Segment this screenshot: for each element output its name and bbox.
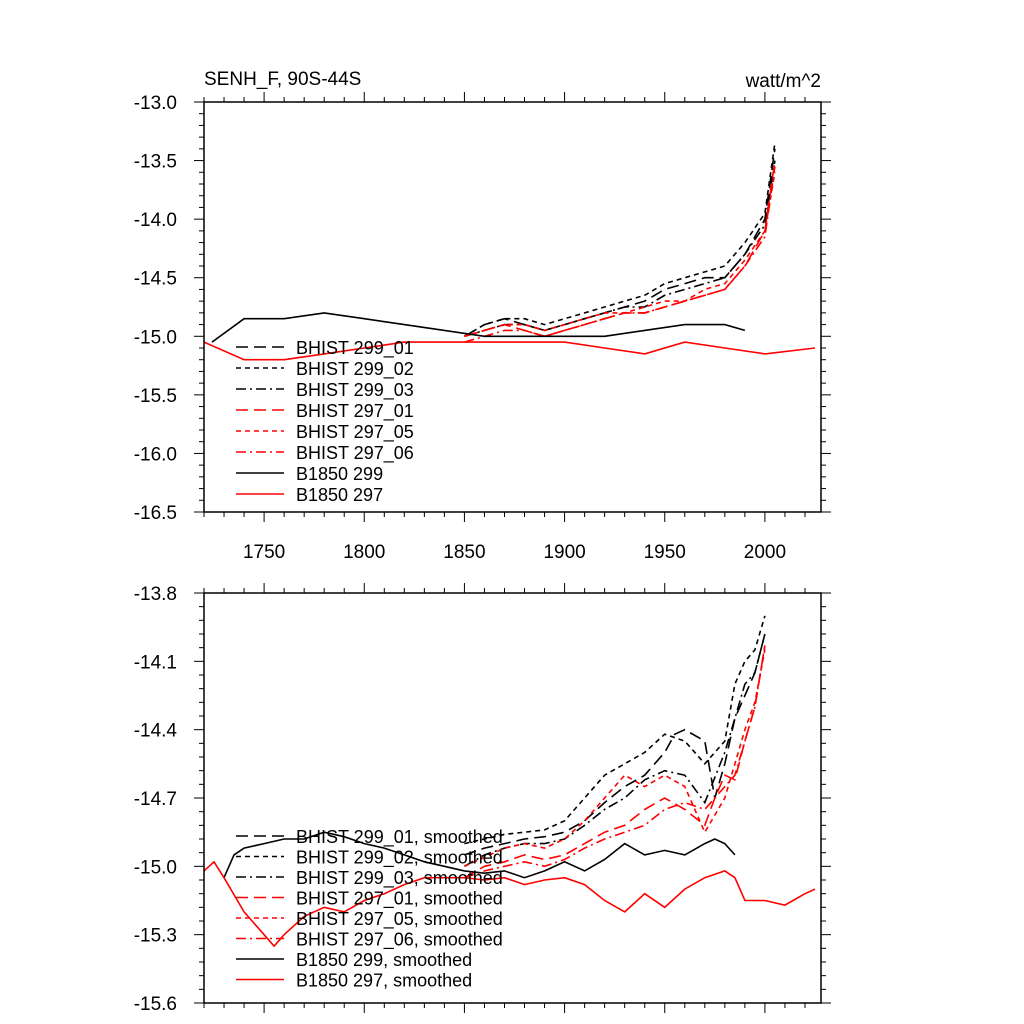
series-line	[204, 341, 816, 361]
legend-label: BHIST 297_06, smoothed	[296, 930, 503, 951]
y-tick-label: -15.5	[134, 386, 177, 407]
x-tick-label: 1800	[343, 542, 385, 563]
y-tick-label: -14.7	[134, 789, 177, 810]
y-tick-label: -14.1	[134, 652, 177, 673]
legend-label: BHIST 299_03	[296, 380, 414, 401]
y-tick-label: -16.0	[134, 444, 177, 465]
legend-label: BHIST 299_02, smoothed	[296, 848, 503, 869]
y-tick-label: -15.6	[134, 994, 177, 1015]
legend-label: BHIST 297_06	[296, 443, 414, 464]
y-tick-label: -14.0	[134, 210, 177, 231]
series-line	[464, 166, 776, 343]
y-tick-label: -13.0	[134, 93, 177, 114]
y-tick-label: -15.3	[134, 926, 177, 947]
legend-label: BHIST 299_02	[296, 359, 414, 380]
y-tick-label: -15.0	[134, 327, 177, 348]
y-tick-label: -14.5	[134, 269, 177, 290]
series-line	[464, 160, 776, 338]
y-tick-label: -13.8	[134, 584, 177, 605]
legend-label: BHIST 297_05	[296, 422, 414, 443]
plot-frame	[203, 101, 822, 513]
plot-title: SENH_F, 90S-44S	[204, 69, 361, 90]
legend-label: B1850 299	[296, 464, 383, 484]
legend-label: BHIST 299_01	[296, 338, 414, 359]
legend-label: BHIST 299_03, smoothed	[296, 868, 503, 889]
series-line	[464, 615, 766, 845]
plot-panel-2: -13.8 -14.1 -14.4 -14.7 -15.0 -15.3 -15.6 BHIST…	[134, 583, 831, 1015]
x-tick-label: 1950	[644, 542, 686, 563]
x-tick-label: 1850	[443, 542, 485, 563]
legend-label: BHIST 297_01	[296, 401, 414, 422]
series-line	[464, 172, 776, 338]
series-line	[464, 633, 766, 867]
x-tick-label: 1900	[543, 542, 585, 563]
plot-panel-1: SENH_F, 90S-44S watt/m^2 1750 1800 1850 1900 1…	[134, 69, 831, 563]
series-line	[464, 645, 766, 879]
series-line	[464, 645, 766, 879]
y-tick-label: -13.5	[134, 152, 177, 173]
legend-label: BHIST 299_01, smoothed	[296, 827, 503, 848]
legend-label: BHIST 297_01, smoothed	[296, 889, 503, 910]
series-group	[204, 142, 816, 361]
plot-units: watt/m^2	[745, 71, 821, 92]
series-line	[223, 831, 736, 879]
series-line	[463, 142, 776, 337]
legend-label: B1850 297, smoothed	[296, 971, 472, 991]
x-tick-label: 2000	[744, 542, 786, 563]
series-line	[211, 312, 746, 343]
legend-label: B1850 297	[296, 485, 383, 505]
series-line	[464, 633, 766, 856]
legend-label: B1850 299, smoothed	[296, 950, 472, 970]
x-tick-label: 1750	[243, 542, 285, 563]
legend-label: BHIST 297_05, smoothed	[296, 909, 503, 930]
series-line	[464, 160, 776, 338]
y-tick-label: -15.0	[134, 857, 177, 878]
y-tick-label: -14.4	[134, 721, 178, 742]
y-tick-label: -16.5	[134, 503, 177, 524]
